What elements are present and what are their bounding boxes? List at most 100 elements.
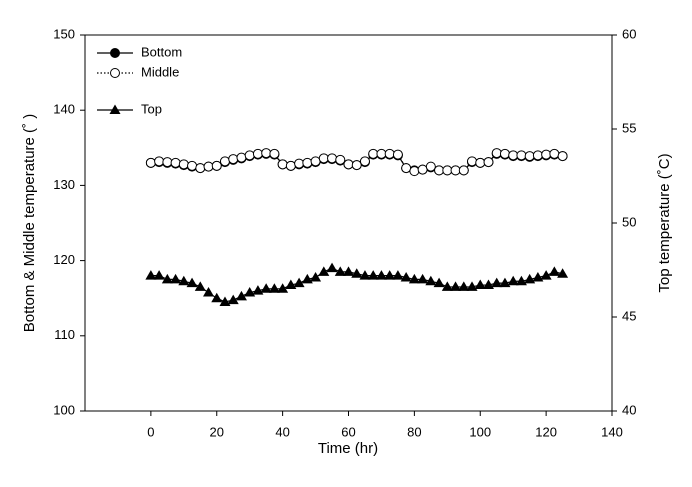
marker xyxy=(269,148,280,159)
marker xyxy=(458,281,470,291)
marker xyxy=(268,283,280,293)
marker xyxy=(285,160,296,171)
marker xyxy=(335,154,346,165)
marker xyxy=(219,156,230,167)
marker xyxy=(302,157,313,168)
marker xyxy=(109,104,121,114)
y-axis-label: Bottom & Middle temperature (˚ ) xyxy=(21,114,38,332)
marker xyxy=(384,270,396,280)
x-tick-label: 60 xyxy=(341,424,355,439)
marker xyxy=(483,157,494,168)
marker xyxy=(194,281,206,291)
marker xyxy=(507,275,519,286)
marker xyxy=(450,281,462,291)
marker xyxy=(236,152,247,163)
marker xyxy=(170,273,182,284)
marker xyxy=(433,277,445,288)
marker xyxy=(351,268,363,278)
marker xyxy=(110,48,120,58)
marker xyxy=(161,273,173,284)
marker xyxy=(310,272,322,282)
marker xyxy=(186,277,198,288)
marker xyxy=(293,277,305,288)
marker xyxy=(384,148,395,159)
marker xyxy=(153,270,165,280)
marker xyxy=(343,266,354,276)
y2-tick-label: 50 xyxy=(622,214,636,229)
marker xyxy=(227,294,239,305)
marker xyxy=(211,292,223,303)
marker xyxy=(170,157,181,168)
marker xyxy=(154,156,165,167)
y2-axis-label: Top temperature (˚C) xyxy=(656,153,673,292)
y2-tick-label: 45 xyxy=(622,308,636,323)
marker xyxy=(392,149,403,160)
marker xyxy=(548,266,560,276)
marker xyxy=(516,150,527,161)
marker xyxy=(368,148,379,159)
legend-label: Middle xyxy=(141,64,179,79)
y-tick-label: 140 xyxy=(53,102,75,117)
marker xyxy=(318,266,330,276)
marker xyxy=(145,270,157,280)
marker xyxy=(499,277,511,288)
marker xyxy=(515,275,527,286)
x-tick-label: 80 xyxy=(407,424,421,439)
marker xyxy=(532,272,544,282)
marker xyxy=(408,273,420,284)
marker xyxy=(260,283,272,293)
marker xyxy=(482,279,494,290)
marker xyxy=(557,151,568,162)
marker xyxy=(375,270,387,280)
y2-tick-label: 40 xyxy=(622,402,636,417)
marker xyxy=(162,157,173,168)
y-tick-label: 130 xyxy=(53,177,75,192)
marker xyxy=(343,159,354,170)
marker xyxy=(277,283,289,293)
plot-frame xyxy=(84,34,613,412)
marker xyxy=(294,158,305,169)
marker xyxy=(359,270,371,280)
marker xyxy=(409,166,420,177)
marker xyxy=(532,150,543,161)
marker xyxy=(475,157,486,168)
y2-tick-label: 60 xyxy=(622,26,636,41)
marker xyxy=(301,273,313,284)
marker xyxy=(187,160,198,171)
marker xyxy=(425,275,437,286)
marker xyxy=(261,148,272,159)
marker xyxy=(195,163,206,174)
marker xyxy=(211,160,222,171)
y-tick-label: 150 xyxy=(53,26,75,41)
marker xyxy=(400,272,412,282)
marker xyxy=(450,165,461,176)
x-tick-label: 0 xyxy=(147,424,154,439)
marker xyxy=(417,273,429,284)
legend-label: Bottom xyxy=(141,44,182,59)
marker xyxy=(524,273,536,284)
marker xyxy=(491,148,502,159)
marker xyxy=(524,151,535,162)
marker xyxy=(442,165,453,176)
y-tick-label: 110 xyxy=(54,327,75,342)
marker xyxy=(557,268,569,278)
marker xyxy=(425,161,436,172)
marker xyxy=(219,296,231,306)
marker xyxy=(549,148,560,159)
marker xyxy=(441,281,453,291)
marker xyxy=(417,164,428,175)
x-tick-label: 140 xyxy=(601,424,623,439)
marker xyxy=(285,279,297,290)
marker xyxy=(178,275,190,286)
marker xyxy=(244,150,255,161)
marker xyxy=(376,148,387,159)
marker xyxy=(326,262,338,273)
marker xyxy=(359,156,370,167)
x-tick-label: 40 xyxy=(275,424,289,439)
marker xyxy=(145,157,156,168)
marker xyxy=(203,287,215,297)
marker xyxy=(203,161,214,172)
x-tick-label: 20 xyxy=(210,424,224,439)
marker xyxy=(252,285,264,295)
